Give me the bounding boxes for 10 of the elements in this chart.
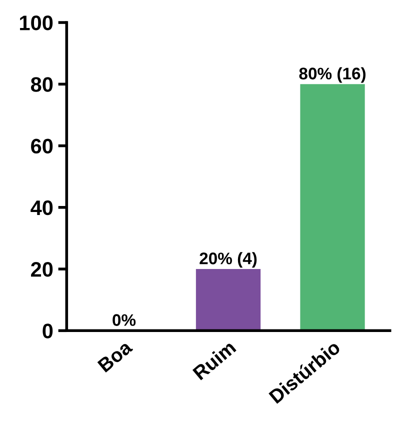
x-tick-label: Boa	[97, 339, 134, 373]
y-tick-label: 20	[31, 262, 53, 277]
y-tick-label: 40	[30, 200, 53, 216]
data-label: 20% (4)	[200, 252, 257, 268]
y-tick-label: 0	[42, 324, 53, 338]
data-label: 0%	[112, 314, 136, 326]
y-tick-label: 60	[31, 138, 53, 154]
data-label: 80% (16)	[299, 67, 366, 83]
y-tick-label: 100	[20, 16, 53, 30]
y-tick-label: 80	[30, 77, 53, 92]
